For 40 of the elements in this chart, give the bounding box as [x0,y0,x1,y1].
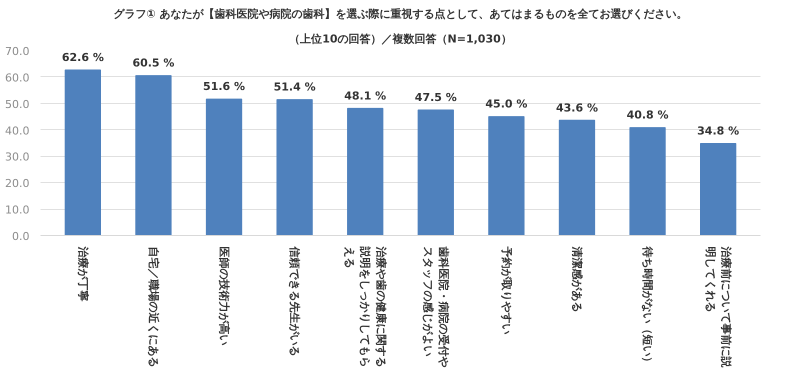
data-label: 51.6 % [203,80,246,94]
y-tick-label: 0.0 [12,230,30,243]
data-label: 45.0 % [485,98,528,111]
data-label: 47.5 % [414,90,457,104]
y-tick-label: 70.0 [5,45,30,58]
bar [206,98,242,236]
y-tick-label: 20.0 [5,177,30,190]
x-tick-label: 清潔感がある [570,246,584,312]
y-tick-label: 60.0 [5,71,30,84]
data-label: 34.8 % [697,124,740,138]
data-label: 51.4 % [274,80,316,94]
x-tick-label: 自宅／職場の近くにある [146,246,160,368]
y-tick-label: 50.0 [5,98,30,111]
y-tick-label: 30.0 [5,150,30,164]
bar [347,108,384,236]
y-tick-label: 40.0 [5,124,30,138]
bar [418,109,454,236]
chart-subtitle: （上位10の回答）／複数回答（N=1,030） [289,32,512,46]
data-label: 62.6 % [62,51,104,64]
x-tick-label: 治療や歯の健康に関する説明をしっかりしてもらえる [343,246,388,368]
y-tick-label: 10.0 [5,204,30,217]
x-tick-label: 待ち時間がない（短い） [641,246,654,368]
bar [700,143,736,236]
bar [135,75,172,236]
x-tick-label: 歯科医院・病院の受付やスタッフの感じがよい [421,246,450,368]
data-label: 40.8 % [626,108,669,122]
x-tick-label: 予約が取りやすい [500,246,513,334]
bar [488,116,525,236]
x-tick-label: 治療が丁寧 [76,246,90,302]
bar [558,120,596,236]
x-tick-label: 医師の技術力が高い [218,246,231,346]
bar [629,127,666,236]
data-label: 43.6 % [556,101,598,114]
bar [276,99,313,236]
chart-title: グラフ① あなたが【歯科医院や病院の歯科】を選ぶ際に重視する点として、あてはまるものを全てお選びください。 [113,8,688,20]
bar [64,70,101,236]
data-label: 60.5 % [132,56,174,70]
x-tick-label: 治療前について事前に説明してくれる [704,246,732,368]
data-label: 48.1 % [344,89,386,102]
x-tick-label: 信頼できる先生がいる [288,246,302,356]
